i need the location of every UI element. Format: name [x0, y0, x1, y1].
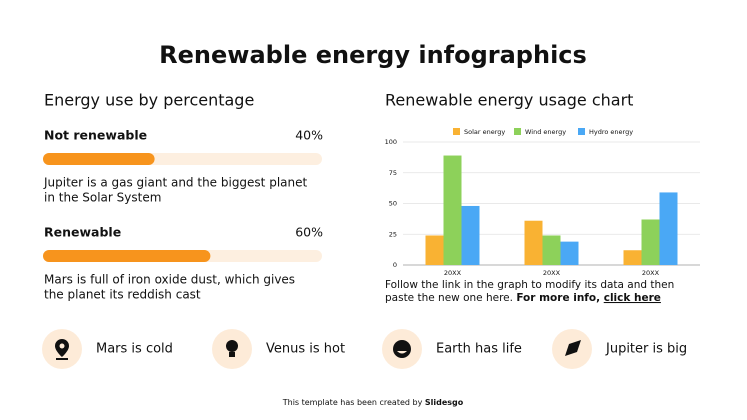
progress-fill — [43, 250, 211, 262]
x-tick-label: 20XX — [543, 269, 561, 277]
bar — [443, 155, 462, 265]
pin-icon — [55, 339, 69, 360]
bar — [659, 192, 678, 265]
y-tick-label: 100 — [385, 138, 397, 146]
item-description: the planet its reddish cast — [44, 288, 201, 302]
x-tick-label: 20XX — [444, 269, 462, 277]
section-heading: Energy use by percentage — [44, 91, 254, 110]
legend-label: Wind energy — [525, 128, 566, 136]
link[interactable]: click here — [604, 292, 661, 304]
item-description: Mars is full of iron oxide dust, which g… — [44, 273, 295, 287]
icon-marks — [55, 339, 581, 360]
smile-mouth — [397, 351, 407, 354]
y-tick-label: 50 — [389, 200, 397, 208]
item-value-label: 40% — [295, 128, 323, 143]
caption-text: paste the new one here. — [385, 292, 516, 304]
y-tick-label: 0 — [393, 261, 397, 269]
y-tick-label: 25 — [389, 230, 397, 238]
bar — [560, 241, 579, 265]
bar — [524, 220, 543, 265]
caption: paste the new one here. For more info, c… — [385, 292, 661, 304]
item-description: Jupiter is a gas giant and the biggest p… — [43, 176, 307, 190]
fact-label: Jupiter is big — [605, 342, 687, 357]
caption: Follow the link in the graph to modify i… — [385, 279, 674, 291]
legend-swatch — [453, 128, 460, 135]
caption-bold: For more info, — [516, 292, 603, 304]
item-label: Not renewable — [44, 128, 147, 143]
x-tick-label: 20XX — [642, 269, 660, 277]
item-label: Renewable — [44, 225, 121, 240]
smile-icon — [393, 340, 411, 358]
legend-swatch — [514, 128, 521, 135]
legend-label: Solar energy — [464, 128, 505, 136]
rocket-icon — [565, 340, 581, 356]
legend-label: Hydro energy — [589, 128, 633, 136]
bar — [461, 205, 480, 265]
y-tick-label: 75 — [389, 169, 397, 177]
fact-label: Mars is cold — [96, 342, 173, 357]
pin-hole — [59, 343, 65, 349]
item-description: in the Solar System — [44, 191, 161, 205]
bar — [641, 219, 660, 265]
footer-text: This template has been created by — [282, 398, 425, 407]
legend-swatch — [578, 128, 585, 135]
bulb-base — [229, 352, 235, 357]
footer: This template has been created by Slides… — [282, 398, 464, 407]
item-value-label: 60% — [295, 225, 323, 240]
footer-brand: Slidesgo — [425, 398, 464, 407]
slide-title: Renewable energy infographics — [159, 41, 587, 69]
bulb-icon — [226, 340, 238, 352]
progress-fill — [43, 153, 155, 165]
chart-title: Renewable energy usage chart — [385, 91, 633, 110]
bar — [425, 235, 444, 265]
fact-label: Earth has life — [436, 342, 522, 357]
fact-label: Venus is hot — [266, 342, 345, 357]
bar — [623, 250, 642, 265]
bar — [542, 235, 561, 265]
